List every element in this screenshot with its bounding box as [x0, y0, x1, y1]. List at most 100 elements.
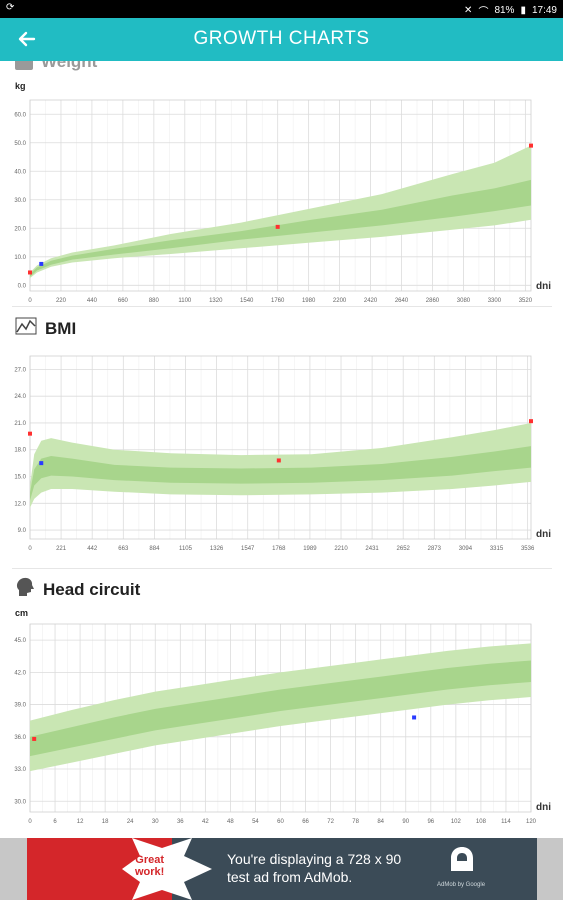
x-tick-label: 1540 [240, 298, 254, 304]
x-tick-label: 78 [352, 819, 359, 825]
x-tick-label: 102 [451, 819, 462, 825]
status-bar: ⟳ ✕ ⌒ 81% ▮ 17:49 [0, 0, 563, 18]
x-tick-label: 880 [149, 298, 160, 304]
y-tick-label: 27.0 [14, 367, 26, 373]
head-icon [15, 577, 35, 602]
x-tick-label: 221 [56, 546, 67, 552]
ad-content[interactable]: Great work! You're displaying a 728 x 90… [27, 838, 537, 900]
x-tick-label: 84 [377, 819, 384, 825]
x-tick-label: 440 [87, 298, 98, 304]
y-tick-label: 45.0 [14, 638, 26, 644]
status-right: ✕ ⌒ 81% ▮ 17:49 [464, 3, 557, 18]
x-tick-label: 36 [177, 819, 184, 825]
ad-brand: AdMob by Google [437, 882, 486, 888]
head-unit: cm [15, 608, 29, 618]
y-tick-label: 39.0 [14, 703, 26, 709]
y-tick-label: 30.0 [14, 799, 26, 805]
weight-title-text: Weight [41, 61, 98, 71]
charts-scroll-area[interactable]: Weight kg 0 220 440 660 880 1100 1320 1540 1760 1… [0, 61, 563, 838]
scale-icon [15, 61, 33, 70]
x-unit-label: dni [536, 529, 551, 540]
y-tick-label: 21.0 [14, 421, 26, 427]
x-tick-label: 60 [277, 819, 284, 825]
y-tick-label: 9.0 [18, 528, 27, 534]
y-tick-label: 33.0 [14, 767, 26, 773]
x-tick-label: 90 [402, 819, 409, 825]
x-tick-label: 12 [77, 819, 84, 825]
percentile-inner-band [30, 660, 531, 757]
x-tick-label: 96 [427, 819, 434, 825]
x-tick-label: 3300 [488, 298, 502, 304]
percentile-outer-band [30, 422, 531, 508]
admob-logo-icon [447, 844, 477, 874]
measurement-point[interactable] [32, 736, 37, 741]
battery-icon: ▮ [520, 5, 526, 16]
y-tick-label: 40.0 [14, 169, 26, 175]
x-tick-label: 1547 [241, 546, 255, 552]
x-unit-label: dni [536, 281, 551, 292]
x-tick-label: 54 [252, 819, 259, 825]
bmi-title-text: BMI [45, 318, 77, 338]
bmi-title: BMI [15, 317, 76, 340]
x-tick-label: 2860 [426, 298, 440, 304]
measurement-point[interactable] [28, 270, 32, 275]
head-title-text: Head circuit [43, 579, 141, 599]
sync-icon: ⟳ [6, 2, 15, 13]
arrow-left-icon[interactable] [14, 26, 40, 52]
x-tick-label: 6 [53, 819, 57, 825]
x-tick-label: 2431 [365, 546, 379, 552]
ad-text-line2: test ad from AdMob. [227, 869, 353, 885]
x-tick-label: 2210 [334, 546, 348, 552]
x-tick-label: 2652 [397, 546, 411, 552]
measurement-point[interactable] [39, 461, 44, 466]
x-tick-label: 3520 [519, 298, 533, 304]
x-tick-label: 220 [56, 298, 67, 304]
ad-badge-line1: Great [135, 854, 165, 866]
measurement-point[interactable] [529, 419, 533, 424]
x-unit-label: dni [536, 802, 551, 813]
x-tick-label: 442 [87, 546, 98, 552]
y-tick-label: 30.0 [14, 198, 26, 204]
x-tick-label: 1326 [210, 546, 224, 552]
chart-line-icon [15, 317, 37, 340]
x-tick-label: 3080 [457, 298, 471, 304]
y-tick-label: 20.0 [14, 226, 26, 232]
y-tick-label: 12.0 [14, 501, 26, 507]
x-tick-label: 2200 [333, 298, 347, 304]
x-tick-label: 66 [302, 819, 309, 825]
x-tick-label: 1105 [179, 546, 193, 552]
y-tick-label: 18.0 [14, 448, 26, 454]
x-tick-label: 1768 [272, 546, 286, 552]
percentile-inner-band [30, 446, 531, 501]
ad-badge-shape [122, 838, 212, 900]
ad-badge-line2: work! [135, 866, 165, 878]
y-tick-label: 24.0 [14, 394, 26, 400]
x-tick-label: 114 [501, 819, 511, 825]
measurement-point[interactable] [39, 261, 44, 266]
x-tick-label: 30 [152, 819, 159, 825]
ad-banner[interactable]: Great work! You're displaying a 728 x 90… [0, 838, 563, 900]
divider [12, 568, 552, 569]
x-tick-label: 663 [118, 546, 129, 552]
plot-frame [29, 623, 532, 813]
head-chart: 0 6 12 18 24 30 36 42 48 54 60 66 72 78 84 90 96 102 108 11… [14, 623, 551, 825]
x-tick-label: 72 [327, 819, 334, 825]
x-tick-label: 1100 [178, 298, 192, 304]
x-tick-label: 24 [127, 819, 134, 825]
measurement-point[interactable] [28, 431, 32, 436]
measurement-point[interactable] [412, 715, 417, 720]
x-tick-label: 660 [118, 298, 129, 304]
y-tick-label: 36.0 [14, 735, 26, 741]
percentile-inner-band [30, 179, 531, 277]
measurement-point[interactable] [276, 458, 281, 463]
measurement-point[interactable] [275, 224, 280, 229]
weight-unit: kg [15, 81, 26, 91]
x-tick-label: 42 [202, 819, 209, 825]
x-tick-label: 0 [28, 546, 32, 552]
x-tick-label: 1320 [209, 298, 223, 304]
x-tick-label: 884 [149, 546, 160, 552]
measurement-point[interactable] [529, 143, 533, 148]
x-tick-label: 108 [476, 819, 487, 825]
x-tick-label: 3315 [490, 546, 504, 552]
page-title: GROWTH CHARTS [193, 28, 370, 49]
